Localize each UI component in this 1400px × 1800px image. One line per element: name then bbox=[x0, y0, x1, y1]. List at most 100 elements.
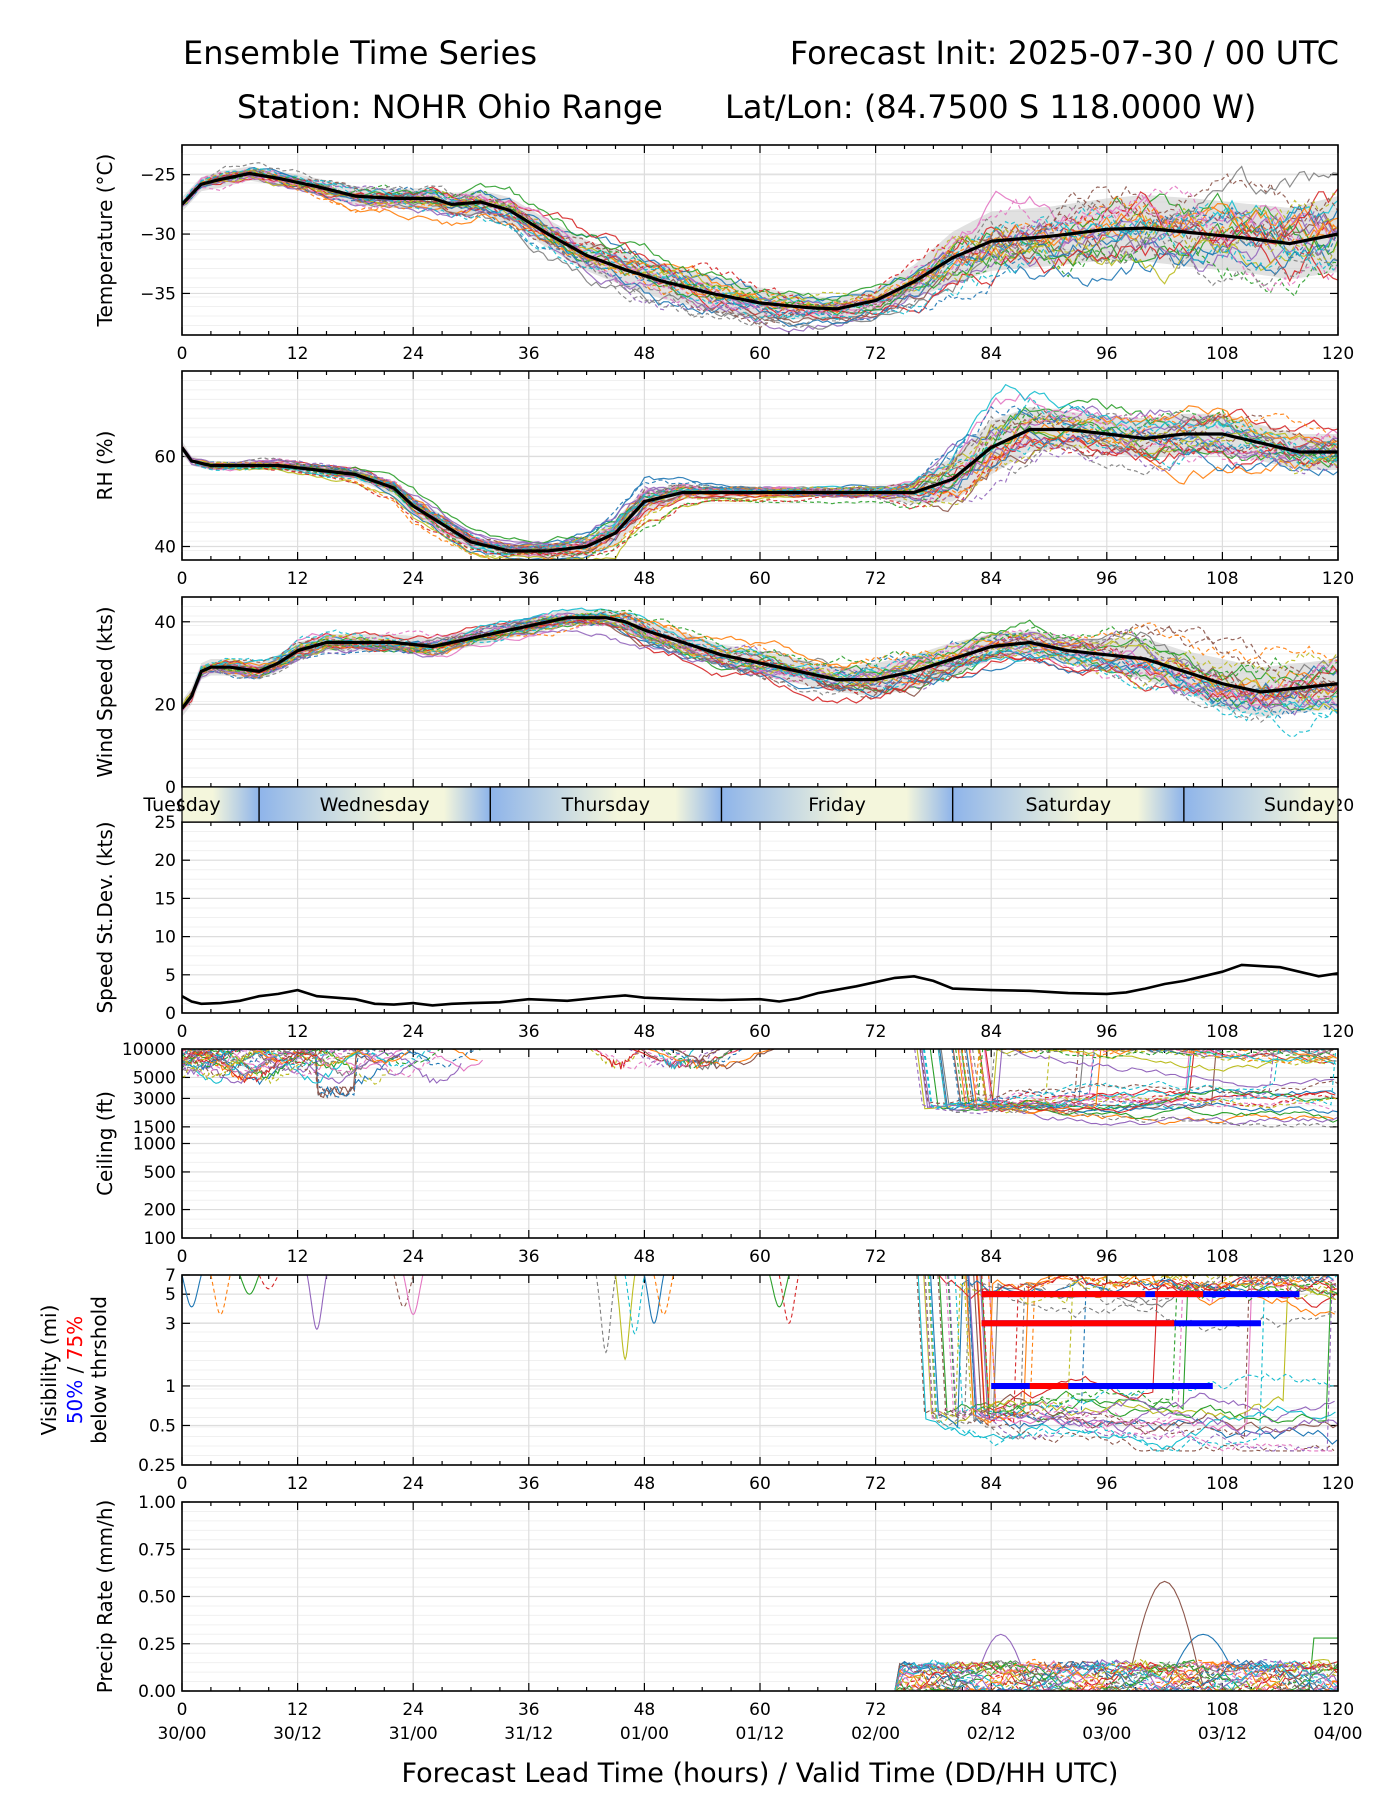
ensemble-member-line bbox=[769, 1275, 790, 1308]
y-axis-label: Precip Rate (mm/h) bbox=[93, 1500, 117, 1694]
x-tick-label: 84 bbox=[980, 1247, 1002, 1267]
panel-speed_std: 0 5 10 15 20 25 0 12 24 36 48 60 72 84 96 108 120 Speed S… bbox=[93, 813, 1354, 1042]
ensemble-member-line bbox=[182, 1659, 1338, 1691]
ensemble-member-line bbox=[182, 171, 1338, 322]
ensemble-member-line bbox=[923, 1049, 1329, 1110]
y-tick-label: 60 bbox=[154, 448, 176, 468]
ensemble-member-line bbox=[403, 1275, 424, 1316]
day-label: Wednesday bbox=[320, 794, 430, 816]
y-tick-label: 0.5 bbox=[149, 1416, 176, 1436]
ensemble-member-line bbox=[916, 1275, 1335, 1452]
ensemble-member-line bbox=[938, 1049, 1337, 1128]
day-label: Saturday bbox=[1025, 794, 1111, 816]
x-tick-label: 108 bbox=[1206, 569, 1238, 589]
ensemble-member-line bbox=[938, 1275, 1338, 1423]
ensemble-member-line bbox=[945, 1275, 1334, 1452]
x-tick-label: 72 bbox=[865, 1247, 887, 1267]
ensemble-member-line bbox=[182, 405, 1338, 550]
y-tick-label: 5 bbox=[165, 1285, 176, 1305]
ensemble-member-line bbox=[258, 1275, 279, 1290]
ensemble-member-line bbox=[182, 1049, 350, 1066]
ensemble-member-line bbox=[589, 1049, 643, 1070]
ensemble-member-line bbox=[182, 423, 1338, 560]
station-label: Station: NOHR Ohio Range bbox=[237, 88, 663, 126]
day-segment bbox=[721, 787, 953, 822]
x-tick-label: 84 bbox=[980, 1700, 1002, 1720]
ensemble-member-line bbox=[595, 1049, 641, 1070]
x-tick-label: 24 bbox=[402, 1474, 424, 1494]
ensemble-member-line bbox=[182, 1049, 321, 1090]
forecast-init-label: Forecast Init: 2025-07-30 / 00 UTC bbox=[789, 34, 1339, 72]
ensemble-member-line bbox=[182, 1049, 351, 1069]
ensemble-member-line bbox=[182, 175, 1338, 314]
y-tick-label: −30 bbox=[140, 225, 176, 245]
ensemble-member-line bbox=[924, 1275, 1338, 1442]
x-tick-label: 12 bbox=[287, 1247, 309, 1267]
ensemble-member-line bbox=[983, 1049, 1335, 1110]
ensemble-member-line bbox=[967, 1275, 1337, 1421]
x-tick-label: 24 bbox=[402, 1247, 424, 1267]
day-label: Friday bbox=[808, 794, 866, 816]
ensemble-member-line bbox=[182, 1049, 431, 1069]
y-tick-label: 0 bbox=[165, 1004, 176, 1024]
panel-wind: 0204001224364860728496108120Wind Speed (… bbox=[93, 596, 1354, 816]
ensemble-member-line bbox=[182, 1658, 1338, 1691]
x-tick-label: 84 bbox=[980, 344, 1002, 364]
x-tick-label: 96 bbox=[1096, 1474, 1118, 1494]
ensemble-member-line bbox=[969, 1049, 1313, 1111]
y-tick-label: 10000 bbox=[122, 1040, 176, 1060]
ensemble-member-line bbox=[985, 1049, 1336, 1114]
ensemble-member-line bbox=[614, 1275, 636, 1361]
valid-time-label: 30/12 bbox=[273, 1724, 322, 1744]
y-axis-label: Temperature (°C) bbox=[93, 154, 117, 328]
y-tick-label: 5000 bbox=[133, 1068, 176, 1088]
ensemble-member-line bbox=[672, 1049, 775, 1070]
day-segment bbox=[952, 787, 1184, 822]
x-tick-label: 48 bbox=[634, 1700, 656, 1720]
ensemble-member-line bbox=[182, 1050, 322, 1084]
y-tick-label: 40 bbox=[154, 538, 176, 558]
y-axis-label: Speed St.Dev. (kts) bbox=[93, 821, 117, 1013]
label-75pct: 75% bbox=[63, 1316, 87, 1360]
x-tick-label: 72 bbox=[865, 1022, 887, 1042]
day-band-border bbox=[181, 786, 1339, 823]
panel-visibility: 0.25 0.5 1 3 57 0 12 24 36 48 60 72 84 96 108 120 Visibi… bbox=[37, 1266, 1354, 1494]
ensemble-member-line bbox=[641, 1049, 741, 1068]
x-tick-label: 120 bbox=[1322, 569, 1354, 589]
panel-border bbox=[181, 1501, 1339, 1692]
y-axis-label: Visibility (mi) bbox=[37, 1305, 61, 1436]
x-tick-label: 120 bbox=[1322, 1474, 1354, 1494]
ensemble-member-line bbox=[182, 172, 1338, 309]
valid-time-label: 04/00 bbox=[1314, 1724, 1363, 1744]
x-tick-label: 0 bbox=[177, 1022, 188, 1042]
ensemble-member-line bbox=[947, 1275, 1337, 1417]
x-tick-label: 60 bbox=[749, 1700, 771, 1720]
x-tick-label: 48 bbox=[634, 1022, 656, 1042]
y-axis-sub-label: below thrshold bbox=[87, 1296, 111, 1444]
ensemble-member-line bbox=[922, 1049, 1337, 1111]
ensemble-member-line bbox=[182, 1049, 438, 1078]
y-tick-label: 20 bbox=[154, 695, 176, 715]
x-tick-label: 12 bbox=[287, 1022, 309, 1042]
x-tick-label: 0 bbox=[177, 1247, 188, 1267]
ensemble-member-line bbox=[643, 1275, 665, 1325]
ensemble-member-line bbox=[182, 169, 1338, 310]
ensemble-member-line bbox=[182, 1051, 391, 1085]
ensemble-member-line bbox=[182, 1660, 1338, 1691]
latlon-label: Lat/Lon: (84.7500 S 118.0000 W) bbox=[725, 88, 1257, 126]
figure-title: Ensemble Time Series bbox=[183, 34, 537, 72]
y-tick-label: 5 bbox=[165, 966, 176, 986]
ensemble-mean-line bbox=[182, 427, 1338, 553]
ensemble-member-line bbox=[182, 168, 1338, 329]
x-tick-label: 0 bbox=[177, 344, 188, 364]
ensemble-member-line bbox=[182, 1659, 1338, 1691]
day-label: Thursday bbox=[561, 794, 650, 816]
x-tick-label: 12 bbox=[287, 569, 309, 589]
ensemble-member-line bbox=[182, 1660, 1338, 1691]
plot-area bbox=[182, 1580, 1338, 1691]
x-tick-label: 24 bbox=[402, 344, 424, 364]
ensemble-member-line bbox=[393, 1275, 414, 1308]
ensemble-member-line bbox=[182, 171, 1338, 318]
valid-time-label: 30/00 bbox=[158, 1724, 207, 1744]
